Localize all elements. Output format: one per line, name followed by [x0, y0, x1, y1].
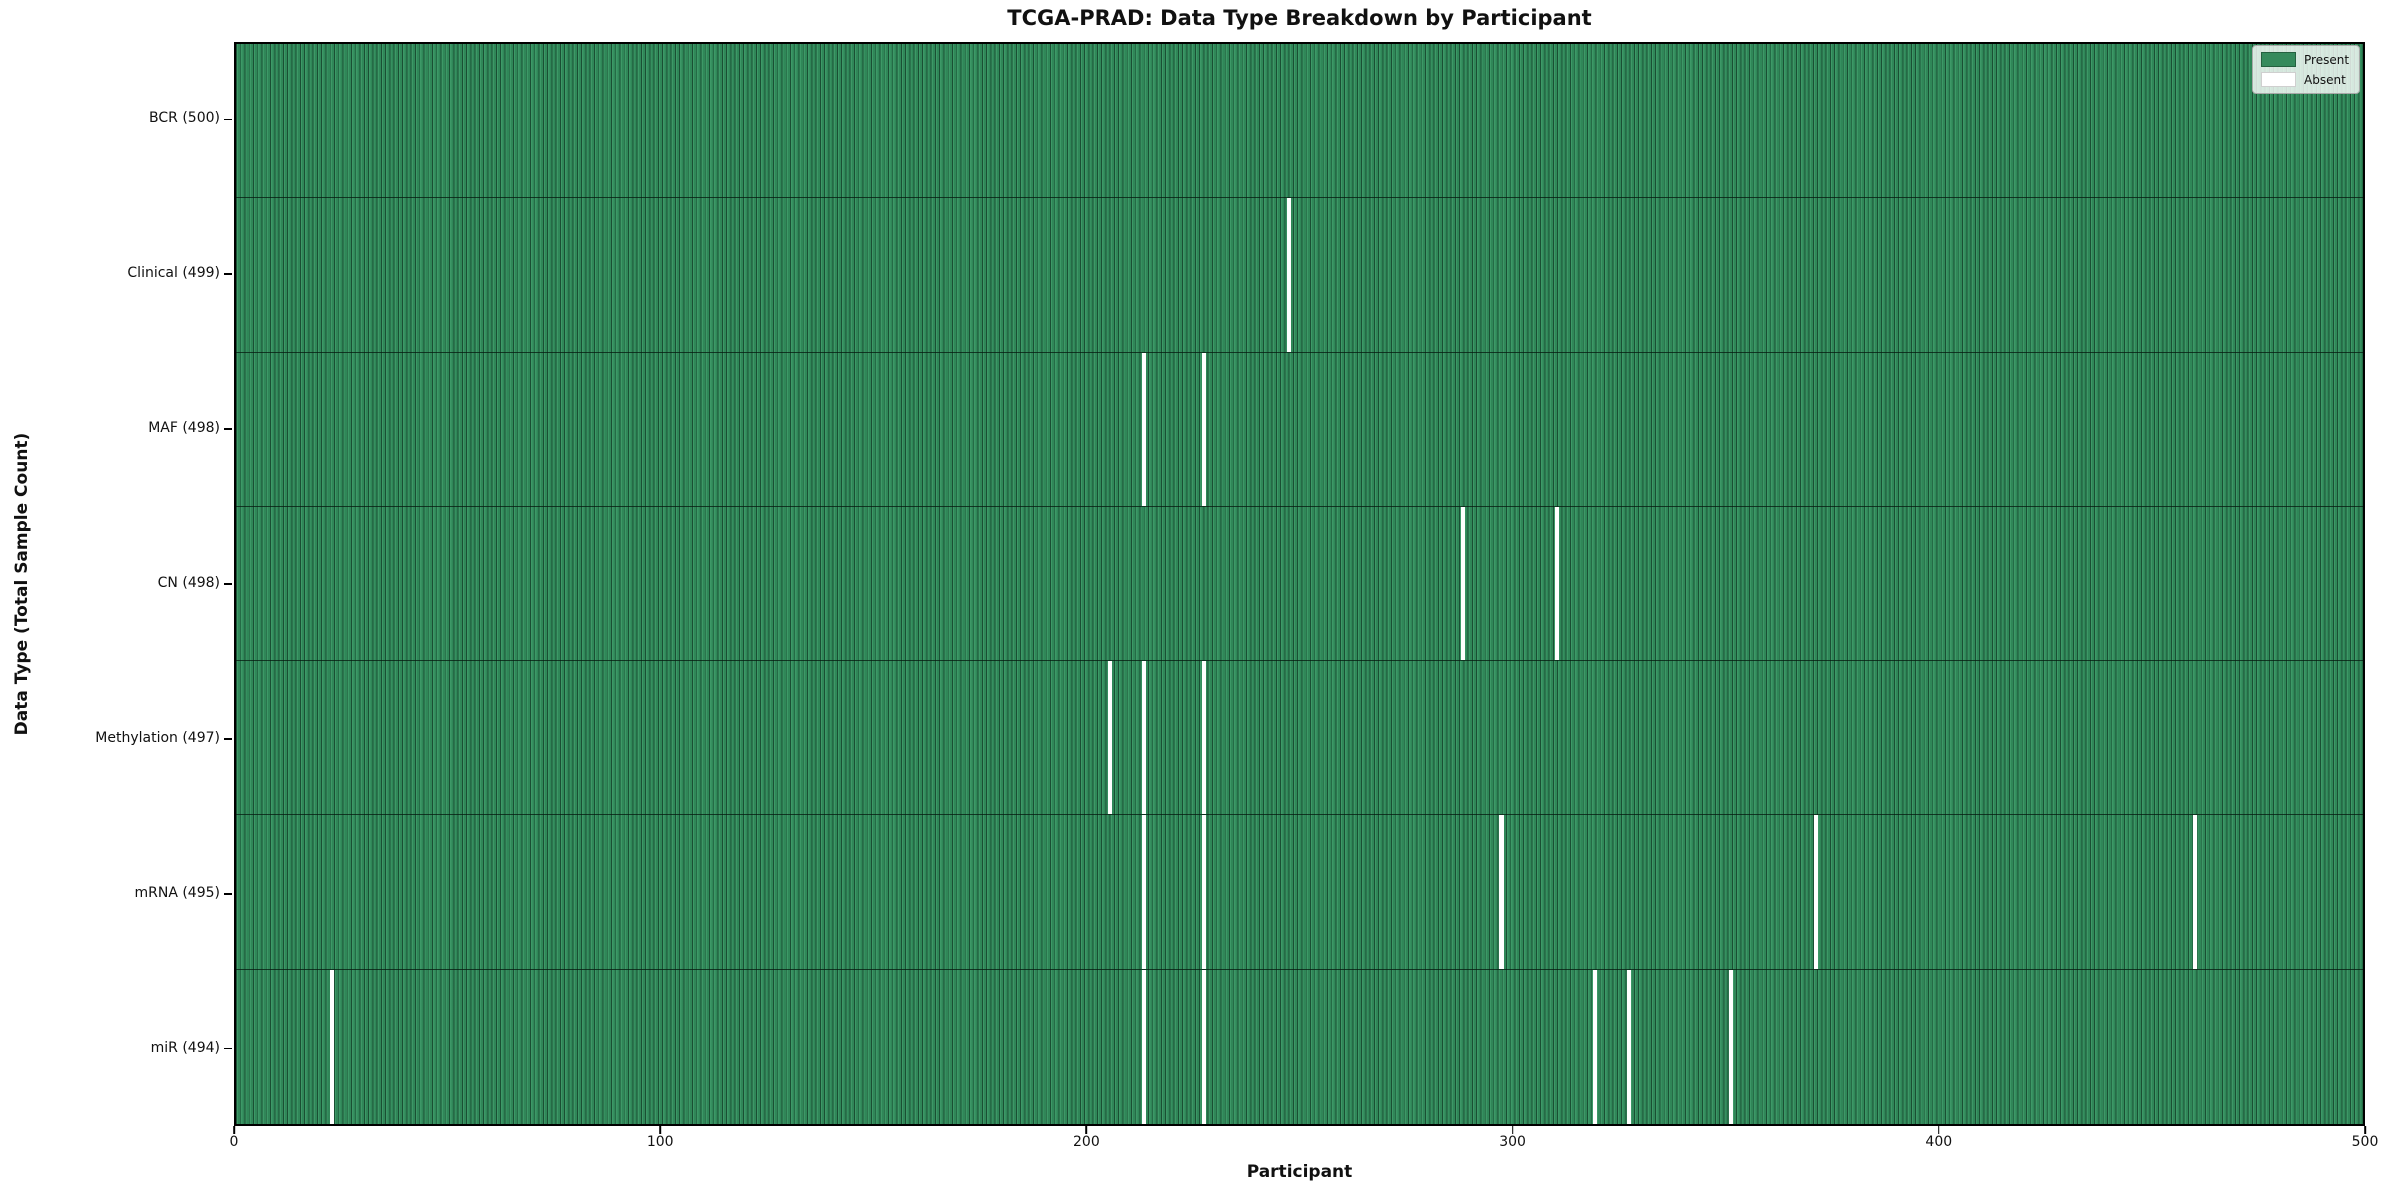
x-tick-label-100: 100: [646, 1134, 674, 1150]
x-tick-label-300: 300: [1499, 1134, 1526, 1150]
x-tick-label-500: 500: [2351, 1134, 2379, 1150]
heatmap-row-methylation: [236, 661, 2363, 816]
heatmap-row-clinical: [236, 198, 2363, 353]
absent-cell-mir-22: [329, 969, 334, 1124]
absent-cell-mrna-371: [1814, 815, 1819, 969]
x-axis-title: Participant: [1246, 1162, 1353, 1182]
y-tick-mark: [224, 273, 232, 276]
legend-item-present: Present: [2261, 52, 2351, 67]
heatmap-row-bcr: [236, 44, 2363, 199]
x-tick-mark: [1511, 1126, 1514, 1134]
absent-cell-clinical-247: [1286, 198, 1291, 352]
x-tick-mark: [2364, 1126, 2366, 1134]
absent-cell-mir-327: [1627, 969, 1632, 1124]
absent-cell-mir-227: [1201, 969, 1206, 1124]
absent-cell-mir-319: [1593, 969, 1598, 1124]
y-tick-label-bcr: BCR (500): [149, 110, 220, 127]
y-tick-mark: [224, 583, 232, 585]
y-tick-mark: [224, 892, 232, 895]
x-tick-label-0: 0: [229, 1134, 239, 1150]
absent-cell-mir-351: [1729, 969, 1734, 1124]
legend-item-absent: Absent: [2261, 72, 2351, 87]
y-tick-label-mrna: mRNA (495): [134, 884, 220, 901]
legend-label-present: Present: [2304, 52, 2350, 67]
x-tick-label-200: 200: [1073, 1134, 1100, 1150]
y-tick-mark: [224, 428, 232, 430]
heatmap-row-cn: [236, 506, 2363, 662]
absent-cell-maf-213: [1142, 352, 1147, 506]
chart-title: TCGA-PRAD: Data Type Breakdown by Partic…: [1007, 6, 1592, 30]
y-tick-label-cn: CN (498): [157, 575, 220, 591]
x-tick-mark: [1085, 1126, 1088, 1134]
absent-cell-cn-310: [1554, 506, 1559, 661]
absent-cell-mrna-297: [1499, 815, 1504, 969]
heatmap-row-maf: [236, 352, 2363, 507]
y-tick-label-methylation: Methylation (497): [95, 729, 220, 746]
x-tick-mark: [233, 1126, 235, 1134]
y-axis-title: Data Type (Total Sample Count): [12, 432, 32, 736]
absent-cell-maf-227: [1201, 352, 1206, 506]
heatmap-plot-area: [234, 42, 2365, 1126]
absent-cell-cn-288: [1461, 506, 1466, 661]
absent-cell-mir-213: [1142, 969, 1147, 1124]
absent-cell-methylation-227: [1201, 661, 1206, 815]
present-swatch-icon: [2261, 52, 2296, 67]
heatmap-row-mir: [236, 969, 2363, 1124]
absent-cell-mrna-227: [1201, 815, 1206, 969]
absent-cell-methylation-213: [1142, 661, 1147, 815]
y-tick-label-clinical: Clinical (499): [127, 265, 220, 282]
absent-cell-mrna-213: [1142, 815, 1147, 969]
absent-swatch-icon: [2261, 72, 2296, 87]
x-tick-mark: [1938, 1126, 1940, 1134]
absent-cell-methylation-205: [1108, 661, 1113, 815]
legend: Present Absent: [2252, 45, 2360, 94]
absent-cell-mrna-460: [2192, 815, 2198, 969]
y-tick-mark: [224, 738, 232, 740]
y-tick-mark: [224, 1047, 232, 1050]
y-tick-mark: [224, 118, 232, 121]
x-tick-mark: [659, 1126, 661, 1134]
heatmap-row-mrna: [236, 815, 2363, 970]
x-tick-label-400: 400: [1925, 1134, 1953, 1150]
legend-label-absent: Absent: [2304, 72, 2346, 87]
y-tick-label-maf: MAF (498): [148, 420, 220, 437]
y-tick-label-mir: miR (494): [150, 1039, 220, 1056]
